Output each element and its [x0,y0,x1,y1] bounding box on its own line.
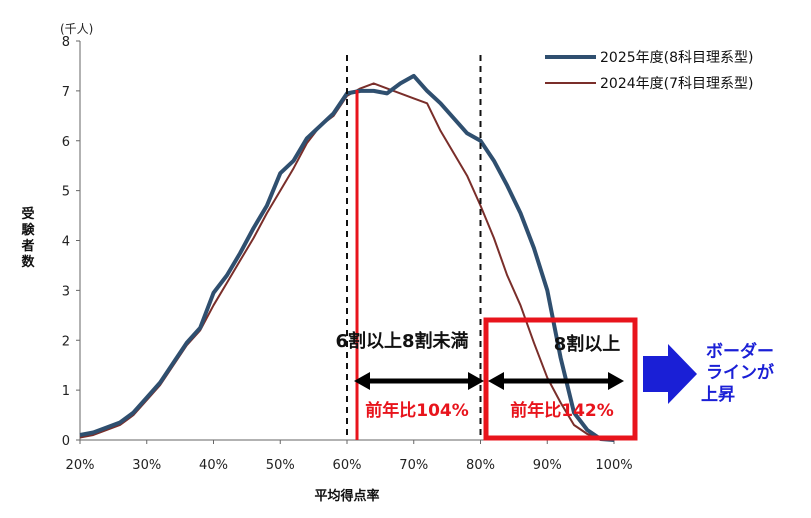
x-tick-label: 60% [333,458,362,473]
y-tick-label: 5 [62,185,70,200]
range-arrow-80-plus-head-right [608,372,624,390]
axes: 0 1 2 3 4 5 6 7 8 20% 30% 40% 50% 60% 70% 80% 90% 100% [62,35,633,473]
y-tick-label: 4 [62,235,70,250]
y-tick-label: 6 [62,135,70,150]
y-axis-label-char: 者 [20,238,34,254]
x-tick-label: 50% [266,458,295,473]
range-arrow-60-80-head-left [354,372,370,390]
y-tick-label: 7 [62,85,70,100]
y-tick-label: 3 [62,284,70,299]
x-tick-label: 80% [466,458,495,473]
red-highlight-box [483,317,638,441]
y-tick-label: 2 [62,334,70,349]
y-tick-label: 1 [62,384,70,399]
range-arrow-60-80-head-right [468,372,484,390]
callout-line-2: ラインが [706,362,774,383]
callout-line-1: ボーダー [706,341,774,362]
band-80-plus-label: 8割以上 [554,333,621,355]
x-tick-label: 70% [399,458,428,473]
x-tick-label: 40% [199,458,228,473]
band-60-80-label: 6割以上8割未満 [335,330,468,352]
legend: 2025年度(8科目理系型) 2024年度(7科目理系型) [545,50,753,92]
x-tick-label: 100% [595,458,632,473]
blue-callout-arrow [643,344,697,404]
x-tick-label: 90% [533,458,562,473]
y-axis-label-char: 験 [21,222,35,238]
y-tick-label: 0 [62,434,70,449]
y-tick-label: 8 [62,35,70,50]
range-arrow-80-plus-head-left [488,372,504,390]
callout-line-3: 上昇 [701,385,735,405]
band-60-80-change: 前年比104% [365,400,469,421]
y-axis-label-char: 数 [21,254,35,270]
x-tick-label: 30% [132,458,161,473]
y-unit-label: (千人) [60,22,93,36]
annotations [346,55,697,441]
band-80-plus-change: 前年比142% [510,400,614,421]
legend-label-2025: 2025年度(8科目理系型) [600,50,753,66]
x-axis-label: 平均得点率 [314,488,379,504]
x-tick-label: 20% [66,458,95,473]
legend-label-2024: 2024年度(7科目理系型) [600,76,753,92]
y-axis-label-char: 受 [21,206,34,222]
